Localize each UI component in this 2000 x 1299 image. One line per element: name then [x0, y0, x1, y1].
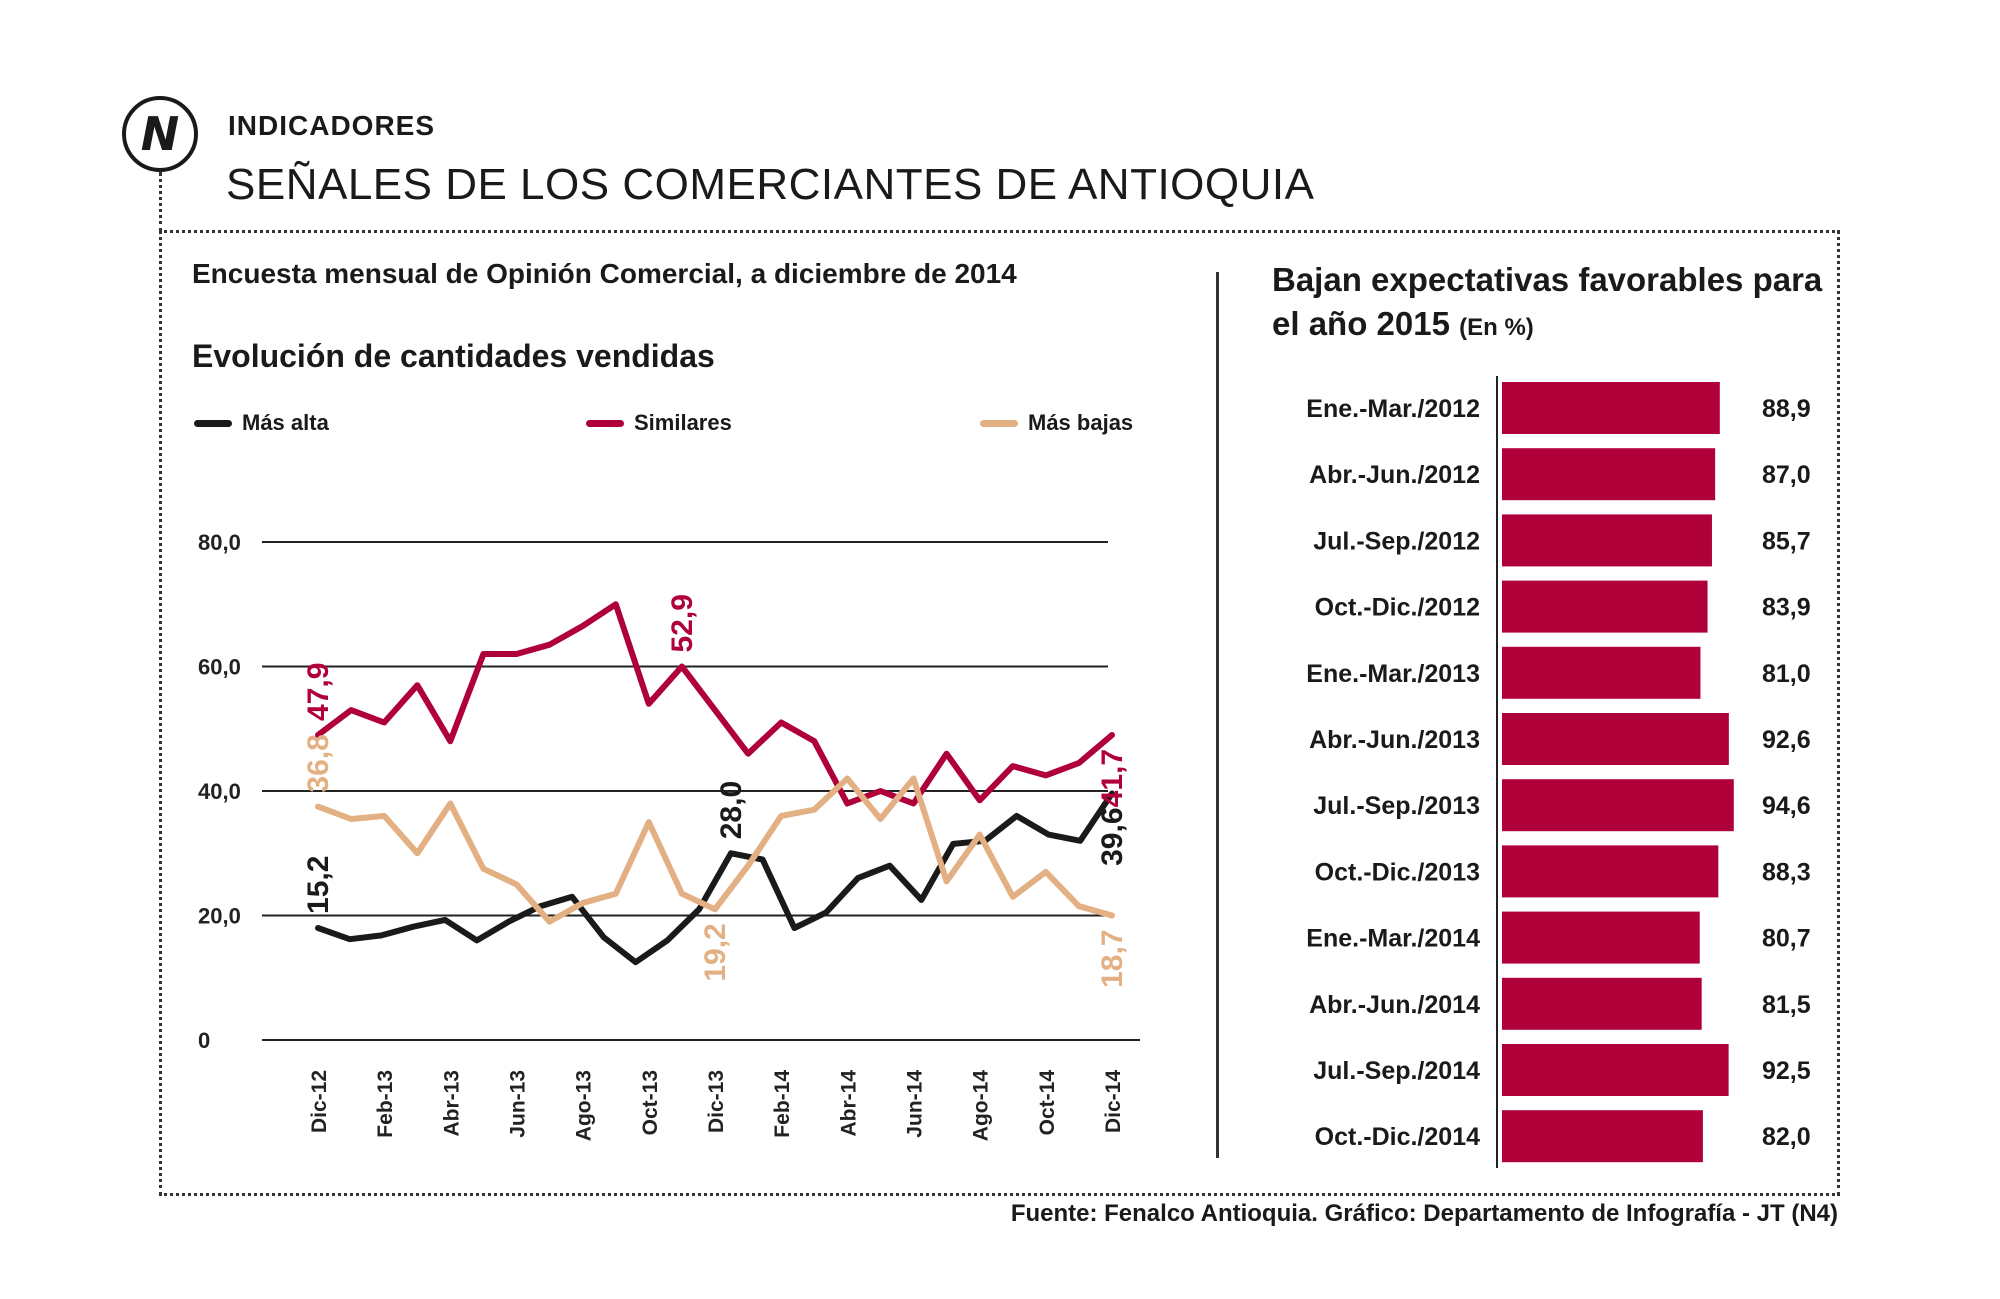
data-label: 39,6 [1096, 807, 1129, 865]
x-tick-label: Oct-14 [1036, 1070, 1059, 1136]
series-line [315, 775, 1115, 925]
newspaper-logo-icon: N [122, 96, 198, 172]
series-line [315, 790, 1115, 966]
y-tick-label: 40,0 [198, 779, 241, 804]
data-label: 15,2 [302, 856, 335, 914]
y-tick-label: 60,0 [198, 655, 241, 680]
data-label: 36,8 [302, 734, 335, 792]
y-tick-label: 0 [198, 1028, 210, 1053]
x-tick-label: Abr-13 [440, 1070, 463, 1137]
survey-subtitle: Encuesta mensual de Opinión Comercial, a… [192, 258, 1017, 289]
data-label: 47,9 [302, 663, 335, 721]
x-tick-label: Dic-14 [1102, 1070, 1125, 1133]
bar-chart-title-text: Bajan expectativas favorables para el añ… [1272, 261, 1823, 342]
y-tick-label: 20,0 [198, 904, 241, 929]
x-tick-label: Dic-12 [308, 1070, 331, 1133]
bar-chart-unit: (En %) [1459, 314, 1534, 341]
bar-chart-title: Bajan expectativas favorables para el añ… [1272, 258, 1832, 350]
x-tick-label: Feb-14 [771, 1070, 794, 1138]
legend-item-mas-bajas: Más bajas [980, 410, 1133, 436]
legend-swatch [194, 419, 232, 427]
line-chart-title: Evolución de cantidades vendidas [192, 338, 715, 374]
series-line [315, 601, 1115, 807]
y-tick-label: 80,0 [198, 530, 241, 555]
x-tick-label: Ago-14 [970, 1070, 993, 1141]
legend-label: Más bajas [1028, 410, 1134, 435]
data-label: 28,0 [715, 781, 748, 839]
data-label: 52,9 [666, 594, 699, 652]
x-tick-label: Oct-13 [639, 1070, 662, 1135]
x-tick-label: Jun-14 [904, 1070, 927, 1138]
legend-label: Más alta [242, 410, 329, 435]
legend-label: Similares [634, 410, 732, 435]
legend-item-similares: Similares [586, 410, 732, 436]
x-tick-label: Dic-13 [705, 1070, 728, 1133]
legend-item-mas-alta: Más alta [194, 410, 329, 436]
x-tick-label: Jun-13 [507, 1070, 530, 1138]
page-title: SEÑALES DE LOS COMERCIANTES DE ANTIOQUIA [226, 160, 1315, 209]
legend-swatch [586, 419, 624, 427]
panel-divider [1216, 272, 1219, 1158]
data-label: 19,2 [699, 923, 732, 981]
x-tick-label: Ago-13 [573, 1070, 596, 1141]
legend-swatch [980, 419, 1018, 427]
frame-connector [159, 172, 162, 232]
x-tick-label: Feb-13 [374, 1070, 397, 1138]
section-kicker: INDICADORES [228, 110, 436, 141]
data-label: 41,7 [1096, 749, 1129, 807]
x-tick-label: Abr-14 [837, 1070, 860, 1137]
graphic-frame [159, 230, 1840, 1196]
source-credit: Fuente: Fenalco Antioquia. Gráfico: Depa… [1010, 1200, 1838, 1227]
data-label: 18,7 [1096, 930, 1129, 988]
